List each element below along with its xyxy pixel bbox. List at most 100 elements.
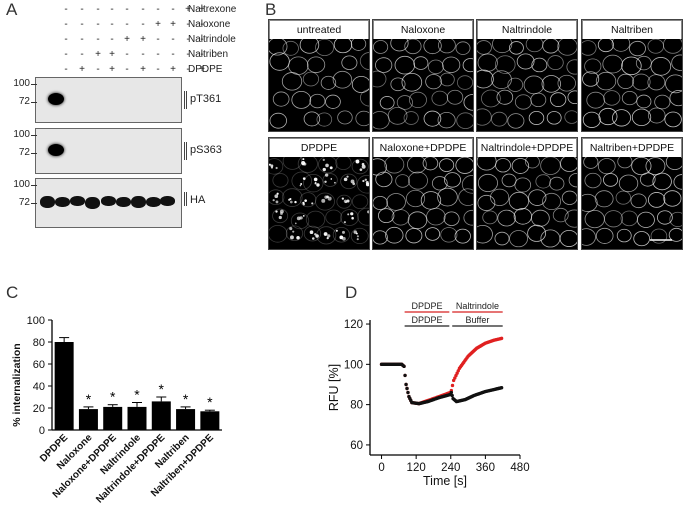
x-tick-label: 240: [441, 462, 460, 474]
marker-tick: [31, 185, 37, 186]
treatment-annotation: DPDPE: [411, 315, 442, 325]
sign-cell: +: [109, 49, 115, 60]
y-tick-label: 100: [344, 359, 363, 371]
treatment-label: DPDPE: [188, 64, 223, 75]
rfu-line-chart: 60 80 100 120 0 120 240 360 480 Time [s] RFU [%] DP…: [327, 301, 530, 488]
sign-cell: -: [96, 64, 100, 75]
y-tick-label: 100: [27, 315, 45, 327]
blot-label: HA: [190, 194, 206, 206]
band-bracket: [186, 91, 187, 109]
micrograph-label: Naloxone: [373, 20, 473, 39]
ha-band: [116, 197, 131, 207]
sign-cell: +: [140, 64, 146, 75]
micrograph: Naltrindole: [476, 19, 578, 132]
significance-star: *: [134, 387, 140, 403]
data-point: [499, 386, 504, 390]
y-tick-label: 60: [33, 359, 45, 371]
marker-tick: [31, 153, 37, 154]
marker-tick: [31, 135, 37, 136]
sign-cell: -: [156, 34, 160, 45]
data-point: [403, 373, 407, 378]
sign-cell: -: [64, 34, 68, 45]
data-point: [406, 390, 410, 395]
sign-cell: -: [110, 4, 114, 15]
panel-d-letter: D: [345, 283, 358, 302]
treatment-label: Naltrexone: [188, 4, 237, 15]
bar: [176, 409, 196, 430]
bar: [78, 409, 98, 430]
data-point: [499, 336, 504, 341]
sign-cell: -: [110, 34, 114, 45]
sign-cell: +: [199, 4, 205, 15]
ha-band: [85, 197, 100, 209]
bar: [151, 401, 171, 430]
sign-cell: -: [171, 49, 175, 60]
sign-cell: -: [125, 64, 129, 75]
band-bracket: [186, 192, 187, 206]
micrograph-label: untreated: [269, 20, 369, 39]
x-tick-label: 480: [510, 462, 529, 474]
y-tick-label: 80: [33, 337, 45, 349]
y-tick-label: 0: [39, 425, 45, 437]
sign-cell: -: [156, 49, 160, 60]
treatment-label: Naltrindole: [188, 34, 236, 45]
sign-cell: -: [186, 19, 190, 30]
significance-star: *: [110, 389, 116, 405]
data-point: [402, 364, 406, 369]
panel-b-letter: B: [265, 0, 277, 19]
data-point: [405, 386, 409, 391]
sign-cell: -: [200, 19, 204, 30]
sign-cell: -: [156, 4, 160, 15]
mw-marker: 100: [13, 129, 30, 140]
x-axis-label: Time [s]: [423, 474, 467, 488]
sign-cell: +: [155, 19, 161, 30]
micrograph: Naltriben+DPDPE: [581, 137, 683, 250]
sign-cell: -: [186, 49, 190, 60]
ha-band: [146, 197, 161, 207]
treatment-annotation: DPDPE: [411, 301, 442, 311]
sign-cell: +: [79, 64, 85, 75]
micrograph-label: DPDPE: [269, 138, 369, 157]
y-tick-label: 40: [33, 381, 45, 393]
mw-marker: 72: [18, 96, 30, 107]
y-tick-label: 80: [350, 400, 363, 412]
sign-cell: -: [80, 34, 84, 45]
x-tick-label: 0: [378, 462, 384, 474]
cell-image: [477, 39, 577, 129]
band-bracket: [184, 91, 185, 109]
data-point: [404, 382, 408, 387]
y-tick-label: 120: [344, 319, 363, 331]
sign-cell: +: [199, 64, 205, 75]
sign-cell: -: [125, 49, 129, 60]
blot-label: pS363: [190, 144, 222, 156]
panel-a-letter: A: [6, 0, 18, 19]
mw-marker: 100: [13, 179, 30, 190]
sign-cell: -: [64, 4, 68, 15]
sign-cell: -: [96, 19, 100, 30]
mw-marker: 100: [13, 78, 30, 89]
treatment-sign-table: - - - - - - - - + + - - - - - - + + - - - - - - + + - - - - - - + + - - - - - -…: [55, 4, 255, 75]
sign-cell: -: [141, 49, 145, 60]
sign-cell: -: [156, 64, 160, 75]
sign-cell: -: [186, 34, 190, 45]
bar: [103, 406, 123, 430]
mw-marker: 72: [18, 197, 30, 208]
sign-cell: +: [95, 49, 101, 60]
sign-cell: -: [64, 19, 68, 30]
cell-image: [477, 157, 577, 248]
treatment-annotation: Naltrindole: [456, 301, 499, 311]
x-tick-label: 120: [407, 462, 426, 474]
sign-cell: -: [141, 19, 145, 30]
sign-cell: +: [109, 64, 115, 75]
sign-cell: +: [140, 34, 146, 45]
y-axis-label: % internalization: [11, 343, 23, 426]
sign-cell: +: [185, 4, 191, 15]
ha-band: [131, 196, 146, 208]
micrograph: untreated: [268, 19, 370, 132]
data-point: [450, 383, 455, 388]
significance-star: *: [86, 391, 92, 407]
cell-image: [582, 157, 682, 247]
micrograph: Naloxone+DPDPE: [372, 137, 474, 250]
micrograph: Naltriben: [581, 19, 683, 132]
